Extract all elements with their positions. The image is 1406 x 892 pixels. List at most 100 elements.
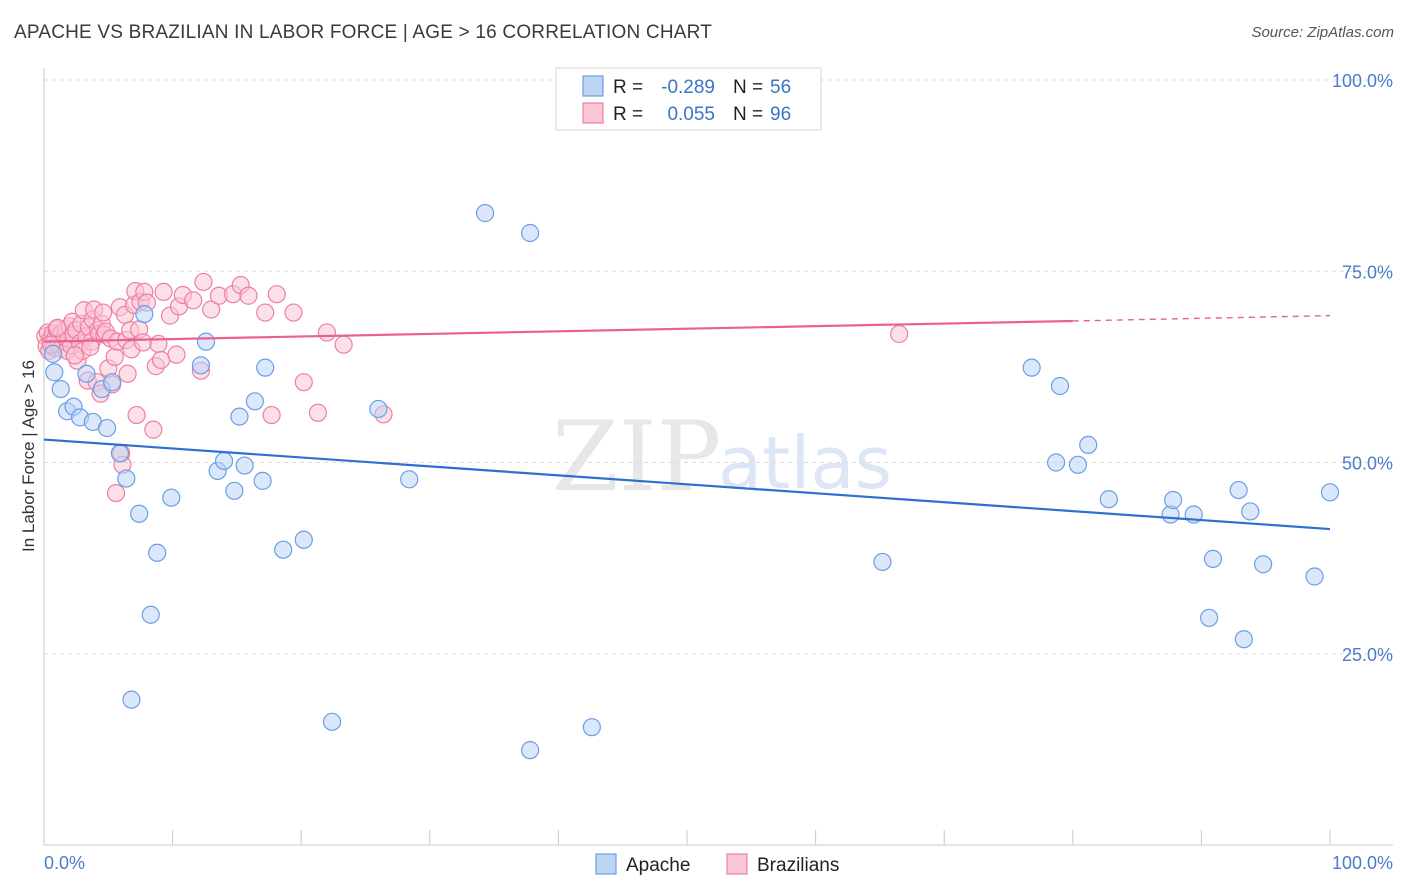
- legend-bottom-label-brazilians: Brazilians: [757, 855, 839, 876]
- point-brazilians: [154, 282, 173, 302]
- point-apache: [245, 392, 265, 411]
- point-apache: [294, 530, 313, 549]
- point-apache: [256, 358, 275, 377]
- point-apache: [873, 552, 892, 572]
- point-apache: [130, 504, 149, 523]
- point-brazilians: [308, 403, 328, 422]
- legend-r-label-brazilians: R =: [613, 104, 643, 125]
- point-apache: [110, 444, 129, 463]
- point-apache: [1099, 490, 1118, 509]
- point-brazilians: [184, 291, 203, 310]
- point-apache: [235, 456, 254, 475]
- point-brazilians: [284, 303, 303, 322]
- legend-n-label-brazilians: N =: [733, 104, 763, 125]
- point-apache: [1305, 567, 1324, 586]
- point-apache: [521, 223, 540, 243]
- point-apache: [1320, 483, 1340, 502]
- point-brazilians: [294, 373, 313, 392]
- y-axis-label: In Labor Force | Age > 16: [19, 360, 38, 552]
- legend-r-value-brazilians: 0.055: [667, 104, 715, 125]
- legend-r-value-apache: -0.289: [661, 77, 715, 98]
- point-brazilians: [194, 272, 213, 292]
- chart-title: APACHE VS BRAZILIAN IN LABOR FORCE | AGE…: [14, 22, 713, 43]
- point-apache: [77, 364, 96, 383]
- trend-line-brazilians: [43, 319, 1073, 343]
- point-brazilians: [267, 285, 286, 304]
- point-apache: [1068, 455, 1088, 474]
- point-brazilians: [144, 420, 163, 439]
- legend-swatch-apache: [582, 75, 604, 97]
- point-apache: [51, 379, 70, 399]
- point-apache: [117, 469, 136, 488]
- point-apache: [274, 540, 293, 559]
- legend-swatch-brazilians: [582, 102, 604, 124]
- point-apache: [369, 399, 388, 419]
- y-tick-label-50: 50.0%: [1342, 454, 1393, 474]
- point-apache: [162, 488, 181, 507]
- point-apache: [1241, 502, 1260, 521]
- point-apache: [141, 605, 160, 624]
- point-apache: [1200, 608, 1219, 627]
- x-axis-ticks: [43, 830, 1331, 845]
- point-apache: [1079, 435, 1098, 455]
- point-brazilians: [334, 335, 353, 354]
- point-brazilians: [133, 333, 153, 352]
- point-apache: [148, 543, 167, 562]
- point-brazilians: [256, 303, 275, 322]
- point-apache: [582, 718, 601, 737]
- legend-stats: R = -0.289 N = 56 R = 0.055 N = 96: [555, 67, 822, 131]
- y-tick-label-75: 75.0%: [1342, 262, 1393, 282]
- point-apache: [322, 712, 342, 731]
- point-brazilians: [65, 346, 84, 365]
- y-tick-label-25: 25.0%: [1342, 645, 1393, 665]
- x-tick-label-max: 100.0%: [1332, 853, 1393, 873]
- point-apache: [225, 481, 244, 500]
- legend-n-label-apache: N =: [733, 77, 763, 98]
- point-brazilians: [239, 286, 258, 305]
- point-brazilians: [317, 323, 337, 342]
- legend-n-value-apache: 56: [770, 77, 791, 98]
- point-apache: [45, 363, 64, 382]
- point-apache: [230, 407, 249, 426]
- point-apache: [1046, 453, 1066, 472]
- legend-r-label-apache: R =: [613, 77, 643, 98]
- legend-bottom-swatch-brazilians: [726, 853, 748, 875]
- legend-bottom-swatch-apache: [595, 853, 617, 875]
- point-brazilians: [94, 303, 113, 322]
- point-apache: [400, 470, 419, 489]
- y-tick-label-100: 100.0%: [1332, 71, 1393, 91]
- point-brazilians: [48, 318, 67, 337]
- point-apache: [196, 332, 216, 351]
- point-apache: [475, 204, 495, 223]
- point-brazilians: [106, 484, 126, 503]
- point-apache: [1234, 630, 1253, 649]
- source-label: Source: ZipAtlas.com: [1251, 24, 1394, 41]
- point-apache: [103, 373, 122, 392]
- point-brazilians: [890, 324, 909, 344]
- trend-lines: [43, 314, 1331, 531]
- point-apache: [1050, 376, 1070, 396]
- point-brazilians: [118, 364, 137, 383]
- point-apache: [214, 451, 234, 471]
- legend-series: Apache Brazilians: [595, 853, 839, 876]
- trend-line-apache: [43, 438, 1331, 531]
- point-apache: [97, 418, 117, 438]
- y-tick-labels: 25.0% 50.0% 75.0% 100.0%: [1332, 71, 1393, 665]
- point-brazilians: [151, 350, 171, 370]
- legend-n-value-brazilians: 96: [770, 104, 791, 125]
- point-brazilians: [202, 300, 221, 319]
- series-apache-points: [43, 204, 1340, 760]
- point-brazilians: [262, 405, 281, 425]
- point-brazilians: [105, 347, 124, 367]
- point-apache: [1203, 549, 1223, 568]
- point-apache: [1022, 358, 1041, 377]
- point-apache: [253, 471, 272, 490]
- gridlines: [44, 79, 1393, 655]
- watermark-zip: ZIP: [552, 401, 721, 513]
- point-brazilians: [81, 337, 100, 357]
- point-apache: [43, 344, 63, 363]
- trend-line-brazilians-extension: [1072, 314, 1331, 322]
- point-brazilians: [127, 405, 146, 425]
- x-tick-label-min: 0.0%: [44, 853, 85, 873]
